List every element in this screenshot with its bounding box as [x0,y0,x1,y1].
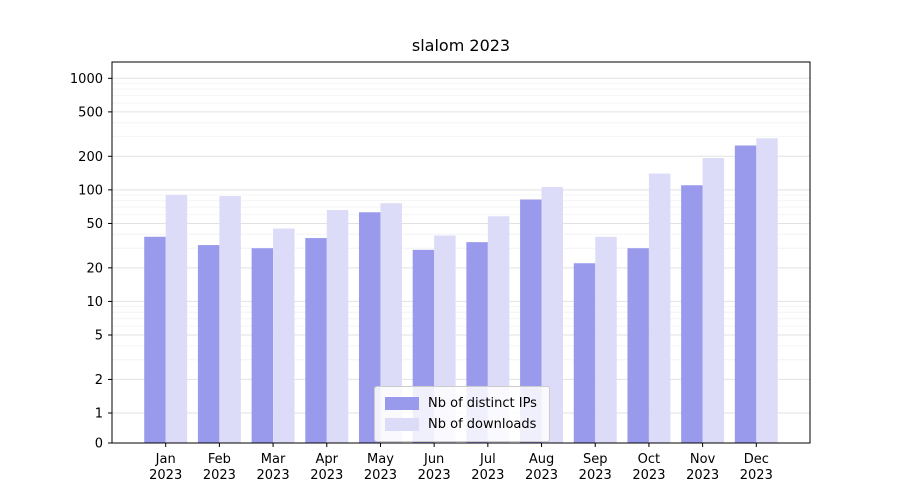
x-tick-label-month: Aug [529,452,554,467]
bar-distinct-ips [305,238,327,443]
x-tick-label-year: 2023 [740,468,773,483]
bar-downloads [595,236,617,443]
x-tick-label-month: Oct [638,452,660,467]
legend-swatch-downloads [385,418,419,431]
y-tick-label: 500 [78,105,103,120]
x-tick-label-year: 2023 [579,468,612,483]
x-tick-label-year: 2023 [149,468,182,483]
y-tick-label: 100 [78,183,103,198]
x-tick-label-year: 2023 [471,468,504,483]
x-tick-label-month: Jun [423,452,444,467]
bar-downloads [702,158,725,443]
legend-swatch-distinct-ips [385,397,419,410]
x-tick-label-month: Apr [316,452,339,467]
plot-frame [111,61,811,444]
bar-distinct-ips [197,245,220,443]
bar-downloads [165,194,188,443]
x-tick-label-month: May [367,452,394,467]
x-tick-label-year: 2023 [525,468,558,483]
y-tick-label: 1000 [70,72,103,87]
y-tick-label: 1 [95,407,103,422]
y-tick-label: 2 [95,373,103,388]
bar-distinct-ips [358,212,381,443]
x-tick-label-month: Dec [744,452,769,467]
legend-label-downloads: Nb of downloads [428,417,537,432]
bar-distinct-ips [681,185,703,443]
y-tick-label: 20 [86,261,103,276]
bar-downloads [326,210,349,443]
y-tick-label: 5 [95,329,103,344]
bar-distinct-ips [144,236,166,443]
bar-distinct-ips [520,199,542,443]
y-tick-label: 10 [86,295,103,310]
legend-item: Nb of downloads [385,414,537,435]
y-tick-label: 0 [95,437,103,452]
chart-title: slalom 2023 [411,36,511,55]
bar-downloads [541,187,564,443]
x-tick-label-year: 2023 [418,468,451,483]
x-tick-label-year: 2023 [632,468,665,483]
y-tick-label: 200 [78,150,103,165]
bar-downloads [380,203,402,443]
x-tick-label-month: Sep [583,452,608,467]
x-tick-label-year: 2023 [203,468,236,483]
x-tick-label-year: 2023 [257,468,290,483]
x-tick-label-month: Jul [479,452,496,467]
bar-distinct-ips [573,263,596,443]
bar-distinct-ips [627,248,649,443]
y-tick-label: 50 [86,217,103,232]
bar-downloads [273,228,295,443]
x-tick-label-year: 2023 [364,468,397,483]
bar-downloads [219,196,241,443]
bar-downloads [756,138,778,443]
legend: Nb of distinct IPs Nb of downloads [374,386,550,442]
bar-distinct-ips [251,248,274,443]
bar-distinct-ips [734,145,757,444]
x-tick-label-month: Jan [155,452,176,467]
x-tick-label-month: Feb [208,452,231,467]
x-tick-label-year: 2023 [310,468,343,483]
legend-label-distinct-ips: Nb of distinct IPs [428,396,537,411]
legend-item: Nb of distinct IPs [385,393,537,414]
x-tick-label-month: Mar [261,452,286,467]
x-tick-label-month: Nov [690,452,716,467]
bar-downloads [648,173,671,443]
x-tick-label-year: 2023 [686,468,719,483]
